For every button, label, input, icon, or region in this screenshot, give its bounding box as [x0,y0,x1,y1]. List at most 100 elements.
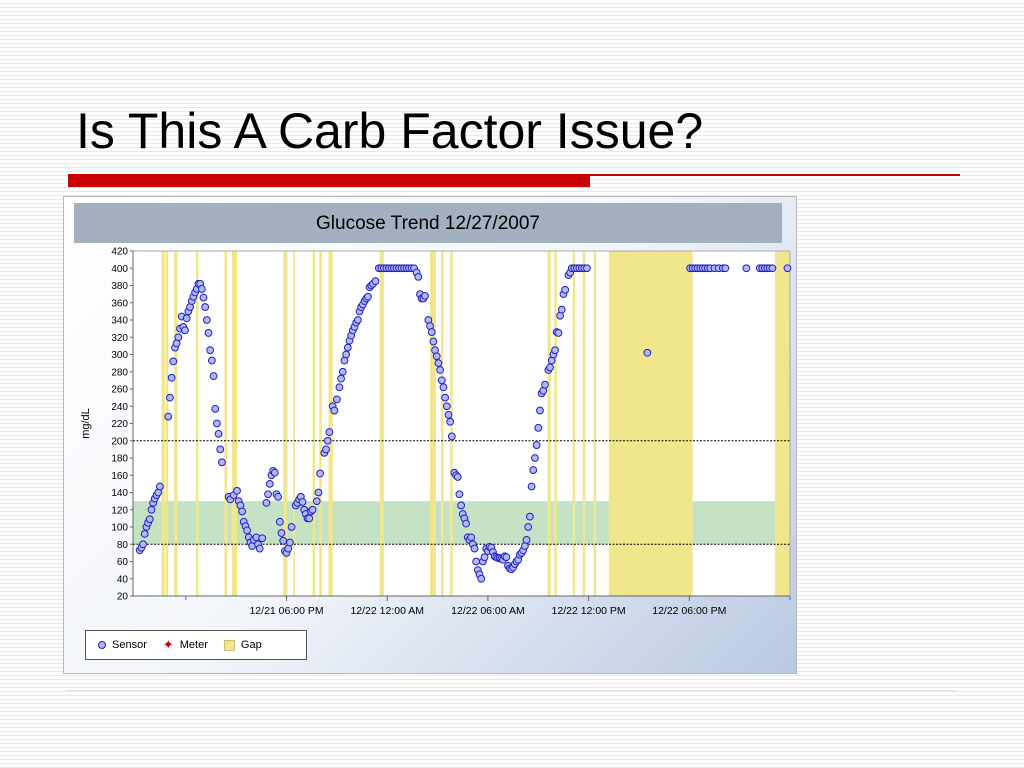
circle-marker-icon [98,641,106,649]
sensor-point [206,346,215,355]
sensor-point [472,557,481,566]
y-axis-label: mg/dL [80,408,92,439]
y-tick-label: 200 [111,436,128,447]
sensor-point [439,383,448,392]
sensor-point [167,373,176,382]
sensor-point [335,383,344,392]
title-accent-bar [68,174,590,187]
sensor-point [264,490,272,499]
sensor-point [279,536,288,545]
sensor-point [531,454,539,462]
gap-band [161,251,165,596]
sensor-point [371,277,380,286]
sensor-point [216,445,225,454]
gap-band [293,251,295,596]
sensor-point [477,574,486,583]
x-tick-label: 12/22 06:00 AM [451,605,525,617]
sensor-point [442,402,451,411]
sensor-point [364,292,372,301]
y-tick-label: 280 [111,367,128,378]
sensor-point [182,314,191,323]
sensor-point [166,393,174,402]
sensor-point [287,523,296,531]
sensor-point [421,291,429,300]
sensor-point [768,264,777,273]
y-tick-label: 260 [111,385,128,396]
sensor-point [199,293,208,302]
x-tick-label: 12/22 12:00 AM [350,605,424,617]
y-tick-label: 180 [111,454,128,465]
x-tick-label: 12/22 12:00 PM [552,605,626,617]
y-tick-label: 100 [111,523,128,534]
sensor-point [522,536,531,544]
sensor-point [337,374,345,383]
sensor-point [174,333,183,342]
sensor-point [502,553,511,562]
y-tick-label: 380 [111,281,128,292]
y-tick-label: 400 [111,264,128,275]
sensor-point [243,526,252,535]
sensor-point [238,507,246,516]
x-tick-label: 12/21 06:00 PM [249,605,323,617]
sensor-point [546,363,554,372]
gap-band [165,251,169,596]
x-tick-label: 12/22 06:00 PM [652,605,726,617]
sensor-point [467,533,476,542]
y-tick-label: 360 [111,298,128,309]
sensor-point [534,423,543,432]
sensor-point [140,530,149,538]
sensor-point [427,328,436,336]
sensor-point [536,406,544,415]
chart-legend: Sensor ✦ Meter Gap [85,630,307,660]
sensor-point [145,515,154,524]
sensor-point [342,350,351,359]
sensor-point [255,544,264,553]
sensor-point [197,285,206,293]
sensor-point [305,514,314,523]
sensor-point [262,498,271,507]
sensor-point [277,529,286,537]
sensor-point [783,264,792,273]
sensor-point [524,523,533,531]
bottom-divider [66,690,956,692]
sensor-point [308,505,317,514]
y-tick-label: 40 [117,574,129,585]
y-tick-label: 420 [111,247,128,258]
legend-entry-meter: ✦ Meter [163,638,208,651]
gap-band [430,251,436,596]
gap-band [608,251,693,596]
sensor-point [213,419,221,428]
sensor-point [436,366,445,374]
sensor-point [258,534,267,543]
sensor-point [147,505,156,514]
gap-band [582,251,586,596]
sensor-point [453,473,462,481]
gap-band [319,251,322,596]
sensor-point [325,428,334,437]
gap-band [283,251,288,596]
sensor-point [164,412,173,421]
sensor-point [444,410,453,419]
sensor-point [275,517,284,526]
gap-band [572,251,576,596]
sensor-point [343,343,352,352]
sensor-point [441,393,450,402]
legend-label-sensor: Sensor [112,639,147,651]
sensor-point [455,490,464,499]
sensor-point [643,348,652,357]
sensor-point [541,380,549,389]
sensor-point [338,367,347,376]
legend-label-meter: Meter [179,639,208,651]
sensor-point [211,404,220,413]
sensor-point [332,395,341,404]
legend-entry-sensor: Sensor [98,639,147,651]
gap-band [174,251,178,596]
sensor-point [139,540,147,549]
sensor-point [330,406,339,415]
sensor-point [233,486,241,495]
sensor-point [414,272,423,281]
sensor-point [447,432,456,441]
sensor-point [742,264,751,273]
gap-band [328,251,333,596]
sensor-point [286,538,294,547]
